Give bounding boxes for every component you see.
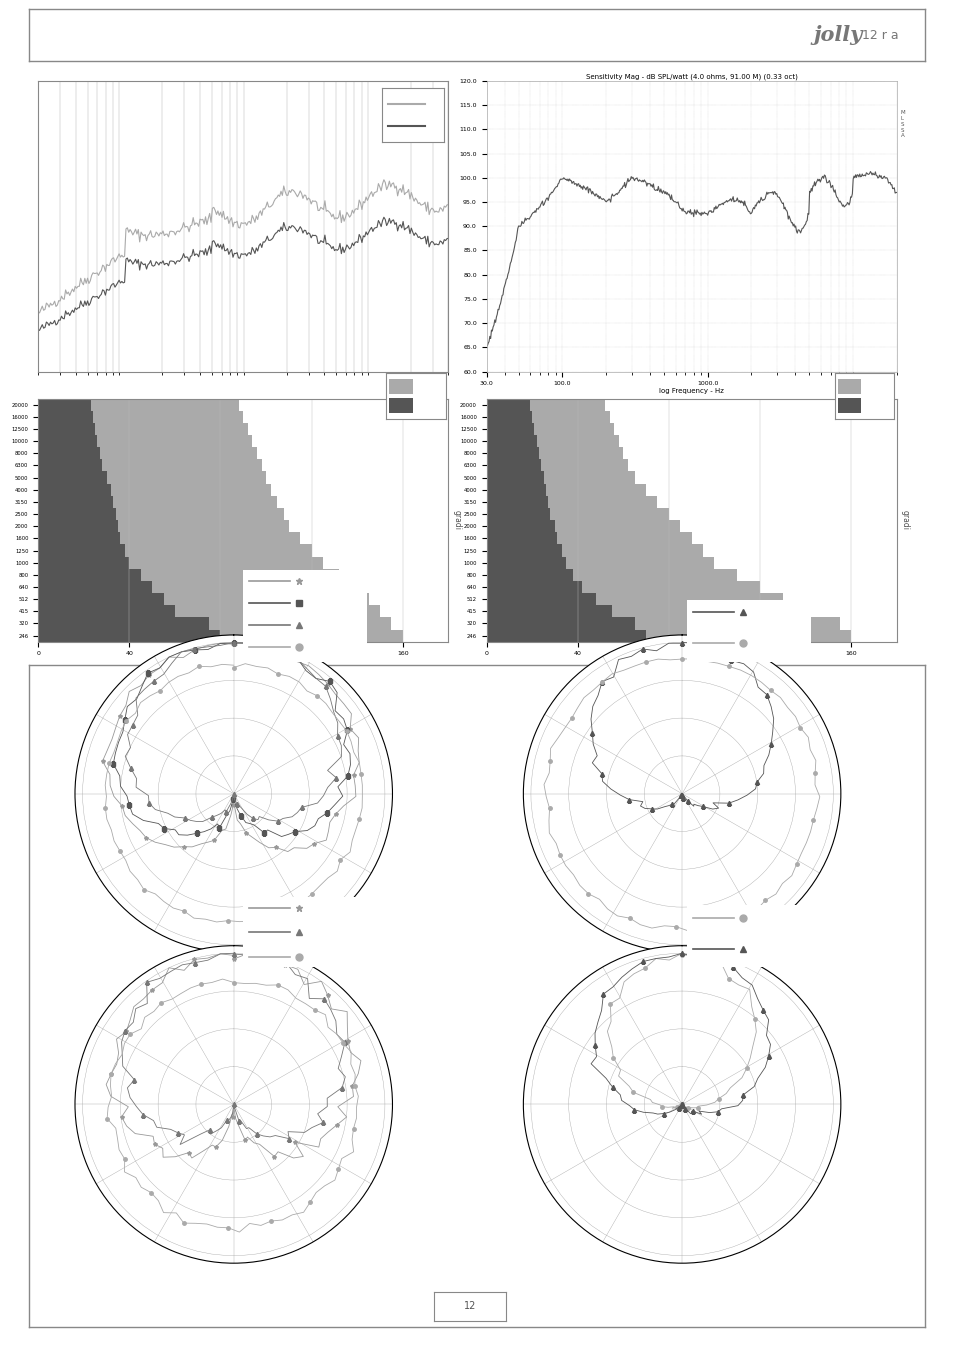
Text: 12: 12 — [463, 1301, 476, 1312]
Bar — [38, 617, 209, 630]
Bar — [486, 496, 547, 508]
Bar — [38, 508, 284, 520]
Bar — [486, 630, 645, 642]
Bar — [389, 378, 413, 393]
Text: gradi: gradi — [452, 511, 461, 530]
Bar — [486, 423, 534, 435]
Bar — [38, 496, 277, 508]
Bar — [486, 581, 760, 593]
Bar — [486, 617, 839, 630]
Bar — [38, 544, 125, 557]
Bar — [486, 569, 737, 581]
Bar — [38, 593, 163, 605]
Bar — [486, 447, 622, 459]
Bar — [486, 435, 537, 447]
Bar — [486, 508, 668, 520]
Bar — [38, 532, 120, 544]
Bar — [38, 557, 130, 569]
Text: 12 r a: 12 r a — [861, 28, 898, 42]
Bar — [486, 423, 614, 435]
Bar — [38, 593, 368, 605]
Bar — [38, 411, 92, 423]
Bar — [38, 617, 391, 630]
Bar — [837, 378, 861, 393]
Bar — [486, 630, 850, 642]
Bar — [38, 447, 99, 459]
Bar — [38, 605, 379, 617]
Bar — [486, 569, 573, 581]
Bar — [486, 399, 604, 411]
Text: M
L
S
S
A: M L S S A — [900, 111, 904, 138]
Bar — [486, 399, 529, 411]
Bar — [486, 520, 679, 532]
Bar — [486, 484, 545, 496]
Bar — [486, 605, 611, 617]
Bar — [486, 593, 596, 605]
Bar — [38, 423, 95, 435]
Bar — [38, 459, 261, 471]
X-axis label: log Frequency - Hz: log Frequency - Hz — [659, 388, 723, 393]
Bar — [38, 569, 338, 581]
Bar — [38, 581, 356, 593]
Bar — [837, 399, 861, 413]
Bar — [38, 630, 220, 642]
Bar — [486, 471, 543, 484]
Title: Sensitivity Mag - dB SPL/watt (4.0 ohms, 91.00 M) (0.33 oct): Sensitivity Mag - dB SPL/watt (4.0 ohms,… — [585, 73, 797, 80]
Bar — [38, 399, 238, 411]
Bar — [38, 508, 115, 520]
Bar — [486, 484, 645, 496]
Bar — [38, 399, 91, 411]
Bar — [38, 423, 248, 435]
Bar — [38, 605, 174, 617]
Bar — [486, 520, 555, 532]
Bar — [38, 447, 256, 459]
Bar — [486, 508, 550, 520]
Bar — [486, 557, 714, 569]
Bar — [389, 399, 413, 413]
Bar — [486, 447, 538, 459]
Bar — [486, 435, 618, 447]
Bar — [38, 496, 113, 508]
Bar — [38, 484, 271, 496]
Bar — [38, 569, 141, 581]
Bar — [38, 630, 402, 642]
Text: gradi: gradi — [900, 511, 909, 530]
Bar — [486, 617, 634, 630]
Bar — [38, 471, 266, 484]
Bar — [38, 532, 300, 544]
Bar — [486, 532, 691, 544]
Bar — [486, 544, 561, 557]
Bar — [486, 557, 566, 569]
Bar — [38, 435, 253, 447]
Bar — [486, 581, 581, 593]
Bar — [38, 459, 102, 471]
Bar — [486, 411, 532, 423]
Bar — [486, 496, 657, 508]
Bar — [486, 471, 634, 484]
Bar — [486, 459, 627, 471]
Bar — [486, 532, 557, 544]
Bar — [38, 557, 323, 569]
Bar — [486, 459, 540, 471]
Bar — [38, 581, 152, 593]
Bar — [38, 471, 107, 484]
Bar — [486, 411, 609, 423]
Bar — [486, 544, 702, 557]
Bar — [38, 520, 289, 532]
Bar — [486, 605, 804, 617]
Bar — [38, 435, 97, 447]
Bar — [486, 593, 782, 605]
Bar — [38, 520, 118, 532]
Bar — [38, 411, 243, 423]
Text: jolly: jolly — [813, 26, 862, 45]
Bar — [38, 484, 111, 496]
Bar — [38, 544, 312, 557]
